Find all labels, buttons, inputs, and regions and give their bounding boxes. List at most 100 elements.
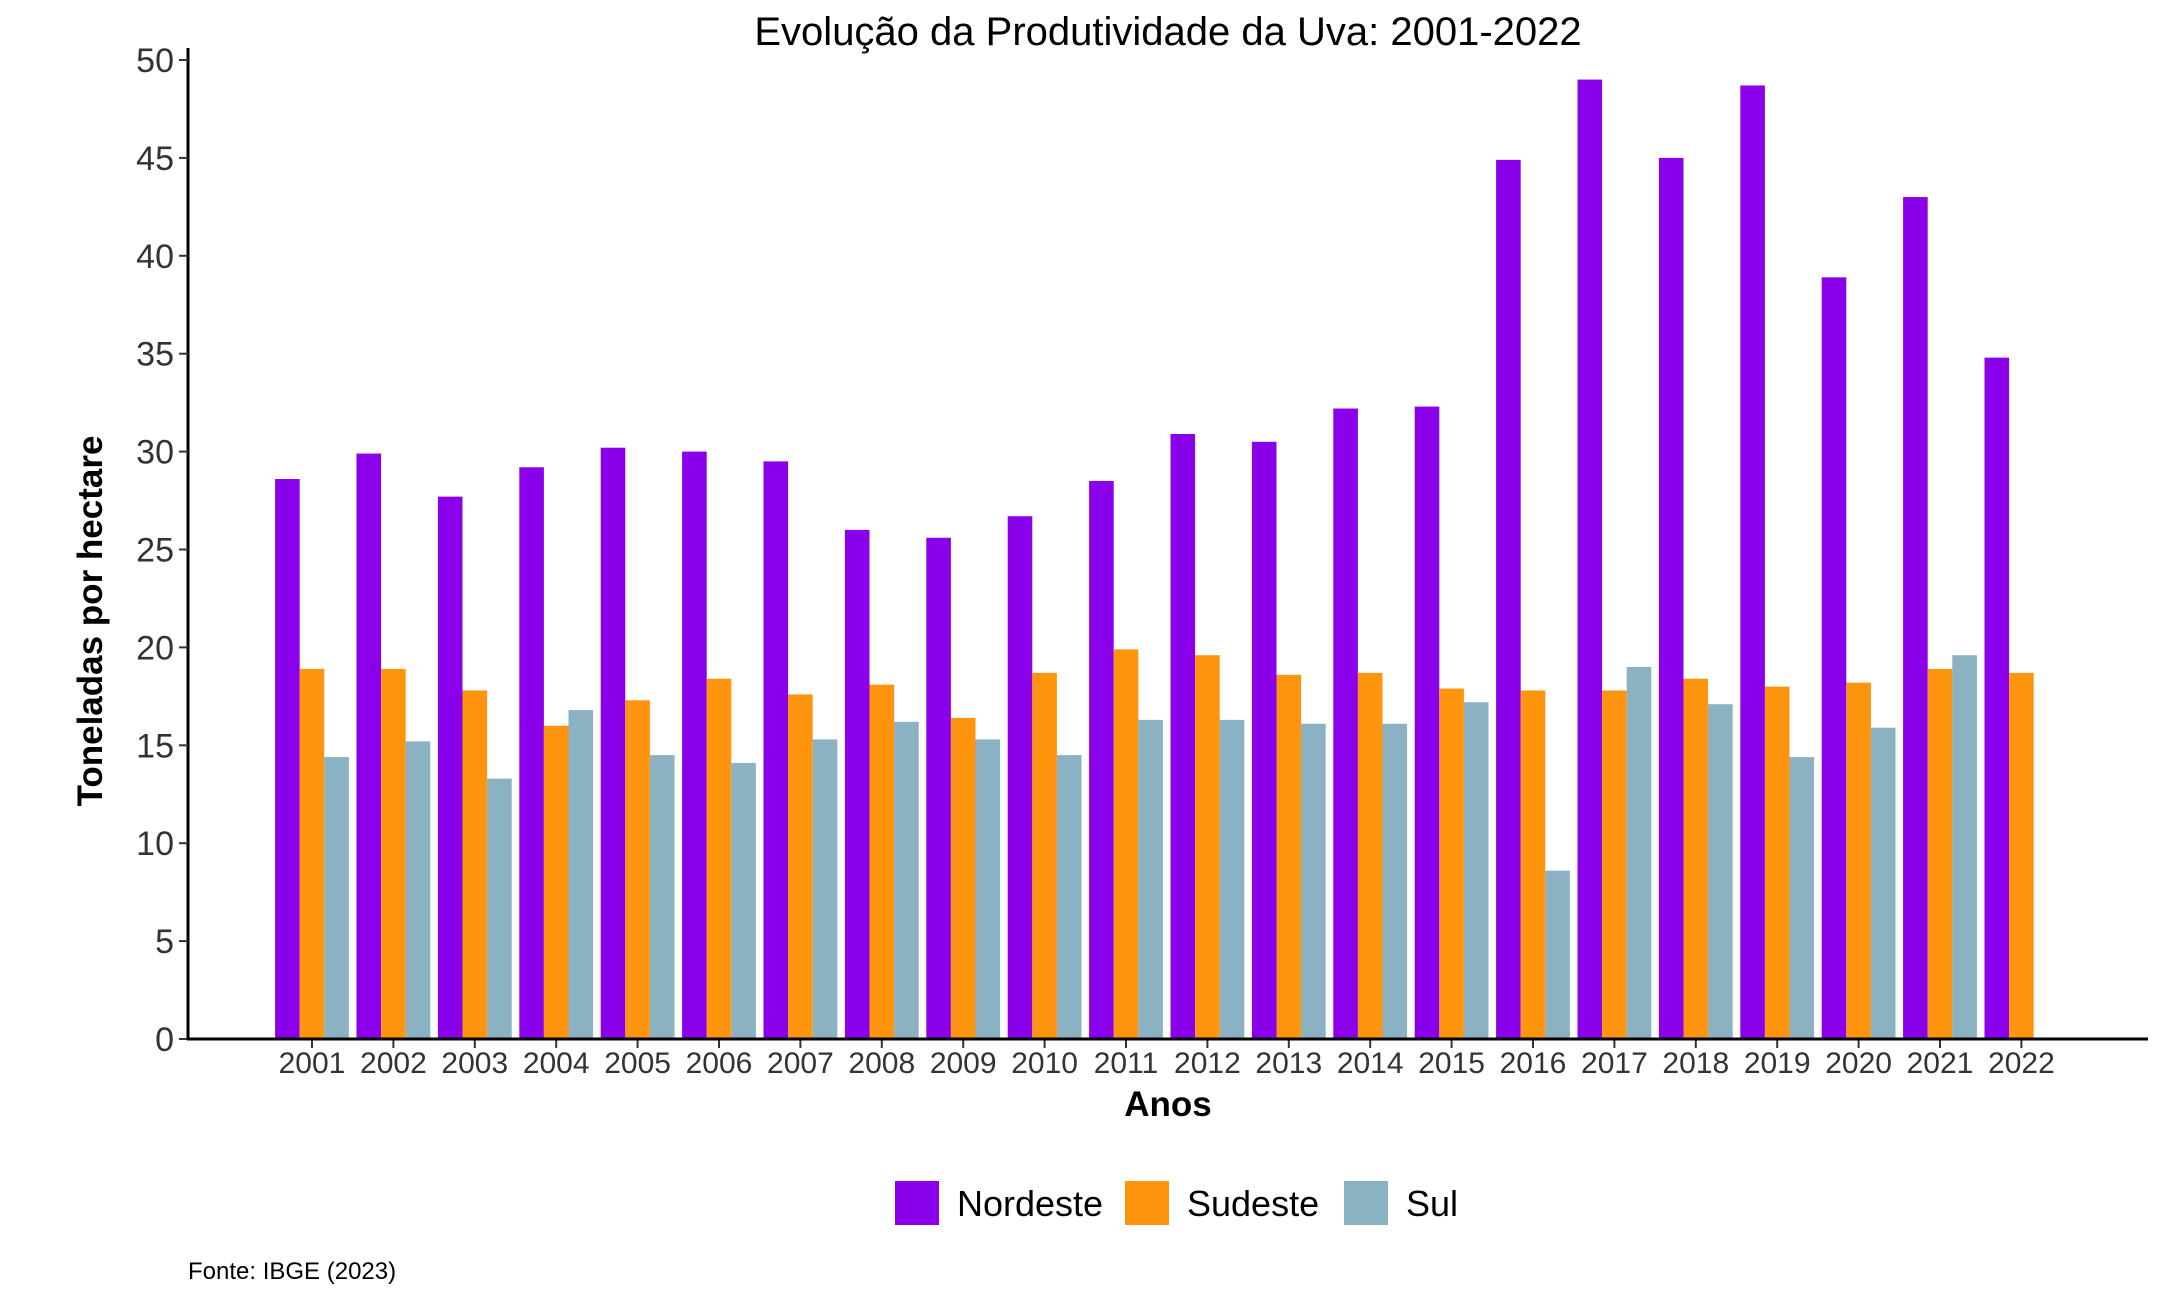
bar-nordeste-2007: [763, 461, 789, 1039]
bar-sudeste-2001: [299, 668, 325, 1039]
bar-sul-2003: [487, 778, 512, 1039]
y-tick-label: 10: [136, 825, 174, 863]
y-axis-label: Toneladas por hectare: [71, 436, 110, 807]
bar-sudeste-2003: [462, 690, 488, 1039]
legend-swatch-sudeste: [1125, 1181, 1169, 1225]
bar-sul-2021: [1952, 655, 1977, 1039]
bar-sudeste-2010: [1032, 672, 1057, 1039]
bar-sudeste-2022: [2009, 672, 2034, 1039]
bar-sudeste-2017: [1602, 690, 1627, 1039]
chart-title: Evolução da Produtividade da Uva: 2001-2…: [754, 10, 1581, 54]
x-axis: 2001 2002 2003 2004 2005 2006 2007 2008 2009 2010…: [187, 1037, 2148, 1080]
x-tick-label: 2019: [1744, 1047, 1811, 1080]
x-tick-label: 2005: [604, 1047, 671, 1080]
x-tick-label: 2012: [1174, 1047, 1241, 1080]
bar-sul-2005: [649, 755, 675, 1039]
x-tick-label: 2021: [1907, 1047, 1974, 1080]
bar-nordeste-2006: [682, 451, 707, 1040]
bar-sudeste-2006: [706, 678, 732, 1039]
bar-nordeste-2013: [1251, 441, 1277, 1039]
bar-nordeste-2005: [600, 447, 626, 1040]
x-tick-label: 2015: [1418, 1047, 1485, 1080]
bar-sudeste-2009: [950, 717, 976, 1039]
bar-sul-2008: [894, 721, 919, 1039]
bar-sul-2007: [812, 739, 838, 1039]
bar-sudeste-2018: [1683, 678, 1709, 1039]
bar-sudeste-2021: [1927, 668, 1953, 1039]
bar-sul-2013: [1301, 723, 1326, 1039]
bar-sul-2020: [1870, 727, 1896, 1039]
y-tick-label: 25: [136, 532, 174, 570]
bar-nordeste-2001: [275, 479, 300, 1040]
bar-sul-2017: [1626, 666, 1652, 1039]
x-tick-label: 2002: [360, 1047, 427, 1080]
y-axis: 0 5 10 15 20 25 30 35 40 45 50: [136, 42, 190, 1059]
bar-nordeste-2002: [356, 453, 382, 1040]
bar-sul-2011: [1138, 719, 1163, 1039]
legend-swatch-sul: [1344, 1181, 1388, 1225]
x-tick-label: 2014: [1337, 1047, 1404, 1080]
x-tick-label: 2008: [848, 1047, 915, 1080]
bar-sudeste-2005: [625, 700, 650, 1039]
x-tick-label: 2017: [1581, 1047, 1648, 1080]
bar-nordeste-2012: [1170, 433, 1196, 1039]
y-tick-label: 40: [136, 238, 174, 276]
bar-sudeste-2014: [1357, 672, 1383, 1039]
bar-sul-2006: [731, 762, 756, 1039]
legend-label-sul: Sul: [1406, 1183, 1458, 1224]
bar-nordeste-2021: [1903, 197, 1928, 1039]
bar-sudeste-2011: [1113, 649, 1139, 1039]
bar-sul-2010: [1056, 755, 1082, 1039]
y-tick-label: 0: [155, 1021, 174, 1059]
bar-sudeste-2004: [543, 725, 569, 1039]
legend-label-sudeste: Sudeste: [1187, 1183, 1319, 1224]
bar-nordeste-2015: [1414, 406, 1440, 1039]
bar-sudeste-2020: [1846, 682, 1871, 1039]
y-tick-label: 45: [136, 140, 174, 178]
legend: Nordeste Sudeste Sul: [895, 1181, 1458, 1225]
bar-nordeste-2004: [519, 467, 544, 1039]
bar-sudeste-2016: [1520, 690, 1546, 1039]
bar-sul-2015: [1463, 702, 1489, 1039]
y-tick-label: 35: [136, 336, 174, 374]
x-tick-label: 2020: [1825, 1047, 1892, 1080]
x-tick-label: 2013: [1255, 1047, 1322, 1080]
bar-nordeste-2008: [844, 529, 870, 1039]
bar-nordeste-2020: [1821, 277, 1847, 1039]
bar-sul-2001: [324, 757, 349, 1039]
x-tick-label: 2006: [686, 1047, 753, 1080]
x-axis-label: Anos: [1124, 1085, 1212, 1124]
bar-sudeste-2008: [869, 684, 895, 1039]
bar-nordeste-2016: [1496, 159, 1521, 1039]
bar-sudeste-2013: [1276, 674, 1302, 1039]
bar-sul-2002: [405, 741, 431, 1039]
x-tick-label: 2022: [1988, 1047, 2055, 1080]
y-tick-label: 5: [155, 923, 174, 961]
bar-sudeste-2007: [788, 694, 813, 1039]
x-tick-label: 2016: [1500, 1047, 1567, 1080]
bar-sudeste-2019: [1764, 686, 1790, 1039]
bar-sul-2012: [1219, 719, 1245, 1039]
bar-sul-2014: [1382, 723, 1408, 1039]
bar-sul-2019: [1789, 757, 1815, 1039]
bar-nordeste-2022: [1984, 357, 2010, 1040]
plot-area: [275, 79, 2034, 1040]
bar-sul-2018: [1708, 704, 1733, 1039]
bar-sudeste-2015: [1439, 688, 1464, 1039]
bar-sul-2004: [568, 710, 594, 1039]
bar-nordeste-2014: [1333, 408, 1358, 1039]
x-tick-label: 2011: [1094, 1047, 1159, 1080]
legend-label-nordeste: Nordeste: [957, 1183, 1103, 1224]
y-tick-label: 20: [136, 629, 174, 667]
bar-sul-2016: [1545, 870, 1570, 1039]
bar-sudeste-2012: [1195, 655, 1220, 1039]
x-tick-label: 2001: [279, 1047, 346, 1080]
x-tick-label: 2018: [1662, 1047, 1729, 1080]
source-caption: Fonte: IBGE (2023): [188, 1258, 396, 1285]
bar-nordeste-2019: [1740, 85, 1765, 1040]
y-tick-label: 15: [136, 727, 174, 765]
bar-nordeste-2003: [437, 496, 463, 1039]
bar-nordeste-2018: [1658, 157, 1684, 1039]
legend-swatch-nordeste: [895, 1181, 939, 1225]
